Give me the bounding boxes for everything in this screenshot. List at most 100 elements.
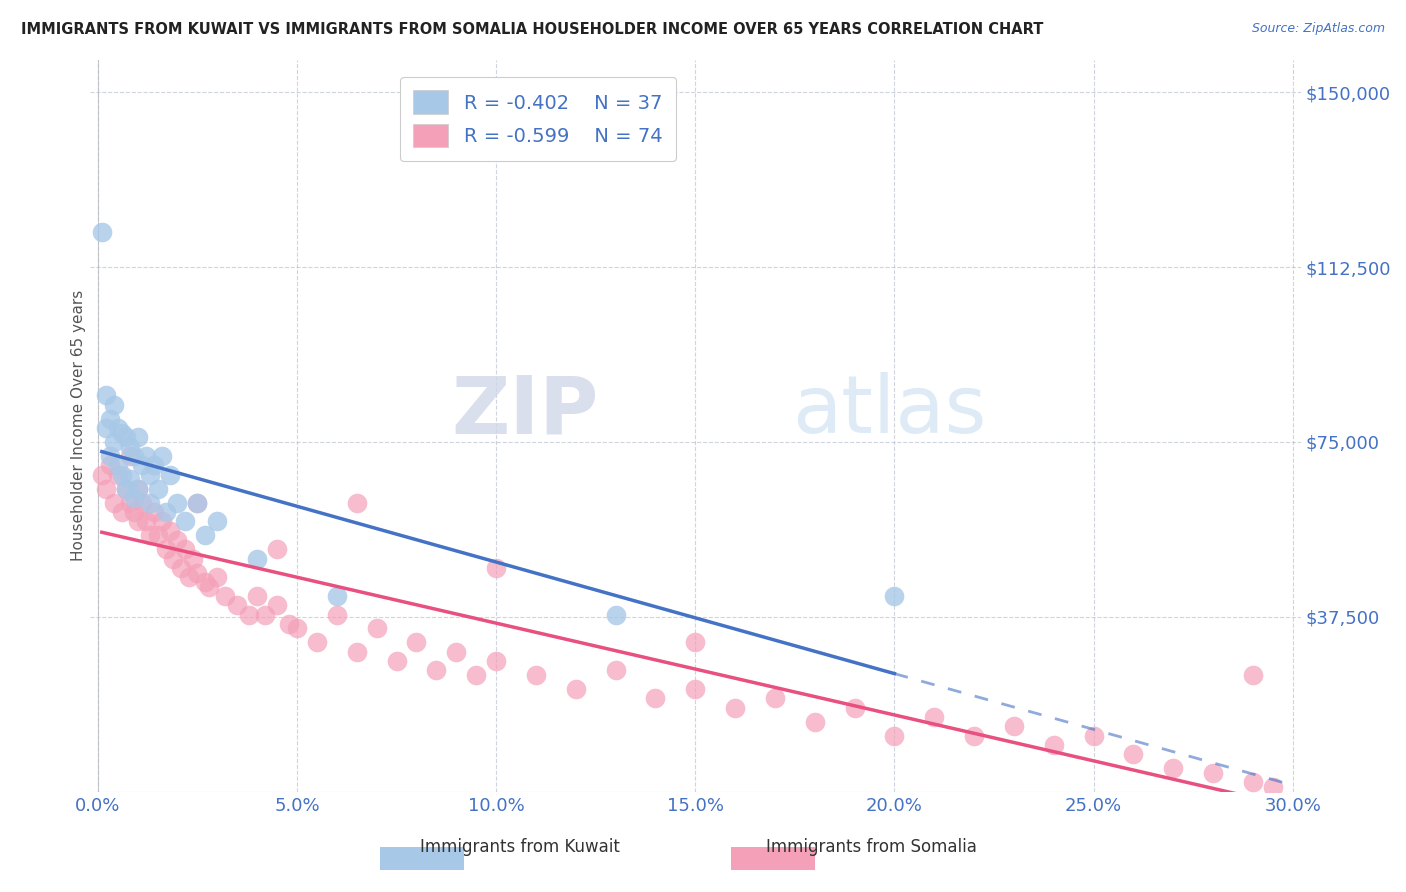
- Point: [326, 607, 349, 622]
- Point: [107, 467, 129, 482]
- Point: [963, 729, 986, 743]
- Point: [446, 645, 468, 659]
- Point: [194, 528, 217, 542]
- Point: [844, 700, 866, 714]
- Point: [159, 524, 181, 538]
- Point: [131, 458, 153, 473]
- Point: [118, 495, 141, 509]
- Point: [118, 449, 141, 463]
- Point: [94, 388, 117, 402]
- Point: [883, 729, 905, 743]
- Point: [425, 664, 447, 678]
- Point: [122, 505, 145, 519]
- Point: [186, 566, 208, 580]
- Point: [524, 668, 547, 682]
- Text: IMMIGRANTS FROM KUWAIT VS IMMIGRANTS FROM SOMALIA HOUSEHOLDER INCOME OVER 65 YEA: IMMIGRANTS FROM KUWAIT VS IMMIGRANTS FRO…: [21, 22, 1043, 37]
- Point: [194, 574, 217, 589]
- Point: [98, 411, 121, 425]
- Text: ZIP: ZIP: [451, 372, 599, 450]
- Point: [214, 589, 236, 603]
- Point: [94, 482, 117, 496]
- Point: [1122, 747, 1144, 762]
- Point: [150, 449, 173, 463]
- Point: [166, 495, 188, 509]
- Point: [1261, 780, 1284, 794]
- Point: [254, 607, 277, 622]
- Point: [103, 398, 125, 412]
- Point: [142, 505, 165, 519]
- Point: [1241, 668, 1264, 682]
- Point: [326, 589, 349, 603]
- Point: [763, 691, 786, 706]
- Point: [131, 495, 153, 509]
- Point: [94, 421, 117, 435]
- Point: [346, 645, 368, 659]
- Point: [385, 654, 408, 668]
- Point: [285, 622, 308, 636]
- Text: atlas: atlas: [792, 372, 987, 450]
- Point: [122, 449, 145, 463]
- Point: [1083, 729, 1105, 743]
- Point: [98, 449, 121, 463]
- Point: [246, 589, 269, 603]
- Point: [207, 514, 229, 528]
- Point: [683, 682, 706, 697]
- Point: [226, 598, 249, 612]
- Point: [162, 551, 184, 566]
- Point: [346, 495, 368, 509]
- Point: [138, 528, 160, 542]
- Point: [198, 580, 221, 594]
- Point: [186, 495, 208, 509]
- Point: [107, 421, 129, 435]
- Point: [405, 635, 427, 649]
- Point: [103, 495, 125, 509]
- Text: Immigrants from Kuwait: Immigrants from Kuwait: [420, 838, 620, 856]
- Point: [146, 482, 169, 496]
- Point: [683, 635, 706, 649]
- Point: [724, 700, 747, 714]
- Point: [186, 495, 208, 509]
- Point: [135, 514, 157, 528]
- Text: Immigrants from Somalia: Immigrants from Somalia: [766, 838, 977, 856]
- Point: [111, 505, 134, 519]
- Point: [122, 491, 145, 505]
- Point: [166, 533, 188, 547]
- Point: [485, 654, 508, 668]
- Point: [90, 225, 112, 239]
- Point: [118, 440, 141, 454]
- Point: [138, 467, 160, 482]
- Point: [118, 472, 141, 486]
- Point: [238, 607, 260, 622]
- Point: [922, 710, 945, 724]
- Point: [107, 458, 129, 473]
- Point: [146, 528, 169, 542]
- Point: [103, 434, 125, 449]
- Point: [644, 691, 666, 706]
- Point: [150, 514, 173, 528]
- Point: [305, 635, 328, 649]
- Point: [1042, 738, 1064, 752]
- Point: [883, 589, 905, 603]
- Point: [127, 430, 149, 444]
- Point: [90, 467, 112, 482]
- Point: [127, 482, 149, 496]
- Point: [803, 714, 825, 729]
- Point: [183, 551, 205, 566]
- Point: [142, 458, 165, 473]
- Legend: R = -0.402    N = 37, R = -0.599    N = 74: R = -0.402 N = 37, R = -0.599 N = 74: [399, 77, 676, 161]
- Point: [127, 514, 149, 528]
- Point: [98, 458, 121, 473]
- Text: Source: ZipAtlas.com: Source: ZipAtlas.com: [1251, 22, 1385, 36]
- Point: [114, 482, 136, 496]
- Point: [179, 570, 201, 584]
- Point: [138, 495, 160, 509]
- Point: [266, 598, 288, 612]
- Point: [207, 570, 229, 584]
- Point: [114, 430, 136, 444]
- Point: [485, 561, 508, 575]
- Point: [246, 551, 269, 566]
- Point: [366, 622, 388, 636]
- Point: [170, 561, 193, 575]
- Point: [174, 542, 197, 557]
- Point: [127, 482, 149, 496]
